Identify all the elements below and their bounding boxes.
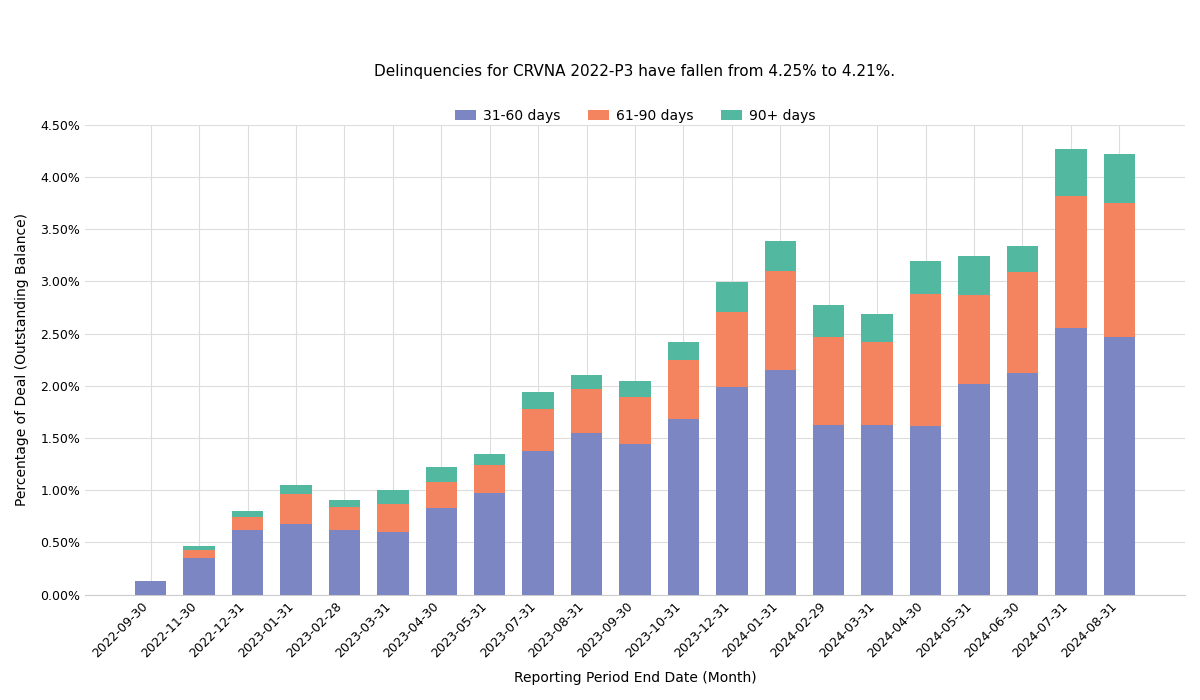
Bar	[426, 467, 457, 482]
Bar	[281, 524, 312, 595]
Bar	[571, 375, 602, 389]
Bar	[812, 305, 845, 337]
Bar	[1055, 195, 1086, 328]
Bar	[474, 454, 505, 465]
Bar	[1055, 328, 1086, 595]
Bar	[571, 389, 602, 433]
Bar	[426, 482, 457, 508]
Bar	[619, 397, 650, 444]
Bar	[959, 384, 990, 595]
Bar	[910, 294, 941, 426]
Bar	[329, 500, 360, 507]
Bar	[377, 532, 408, 595]
Bar	[1007, 373, 1038, 595]
Bar	[619, 444, 650, 595]
Bar	[184, 545, 215, 550]
Y-axis label: Percentage of Deal (Outstanding Balance): Percentage of Deal (Outstanding Balance)	[16, 213, 29, 506]
Bar	[474, 494, 505, 595]
Bar	[184, 558, 215, 595]
Bar	[619, 381, 650, 397]
Bar	[522, 409, 554, 451]
Bar	[1055, 148, 1086, 195]
Bar	[232, 511, 263, 517]
Bar	[910, 261, 941, 294]
Bar	[377, 490, 408, 504]
Bar	[232, 517, 263, 530]
Bar	[522, 451, 554, 595]
Bar	[1104, 203, 1135, 337]
Bar	[812, 337, 845, 426]
Bar	[522, 392, 554, 409]
Bar	[862, 426, 893, 595]
Bar	[716, 282, 748, 312]
Bar	[862, 314, 893, 342]
Bar	[959, 295, 990, 384]
Bar	[474, 465, 505, 493]
Bar	[281, 485, 312, 494]
Bar	[910, 426, 941, 595]
Bar	[1007, 246, 1038, 272]
Bar	[329, 507, 360, 530]
Bar	[1104, 154, 1135, 203]
Bar	[184, 550, 215, 558]
Bar	[667, 419, 700, 595]
Bar	[764, 370, 796, 595]
Bar	[716, 387, 748, 595]
Title: Delinquencies for CRVNA 2022-P3 have fallen from 4.25% to 4.21%.: Delinquencies for CRVNA 2022-P3 have fal…	[374, 64, 895, 79]
Bar	[667, 360, 700, 419]
Bar	[329, 530, 360, 595]
Bar	[1007, 272, 1038, 373]
Bar	[377, 504, 408, 532]
Bar	[716, 312, 748, 387]
Bar	[764, 241, 796, 271]
Bar	[426, 508, 457, 595]
Bar	[232, 530, 263, 595]
Bar	[862, 342, 893, 426]
Legend: 31-60 days, 61-90 days, 90+ days: 31-60 days, 61-90 days, 90+ days	[449, 104, 821, 129]
X-axis label: Reporting Period End Date (Month): Reporting Period End Date (Month)	[514, 671, 756, 685]
Bar	[812, 426, 845, 595]
Bar	[1104, 337, 1135, 595]
Bar	[667, 342, 700, 360]
Bar	[134, 581, 167, 595]
Bar	[959, 256, 990, 295]
Bar	[281, 494, 312, 524]
Bar	[764, 271, 796, 370]
Bar	[571, 433, 602, 595]
